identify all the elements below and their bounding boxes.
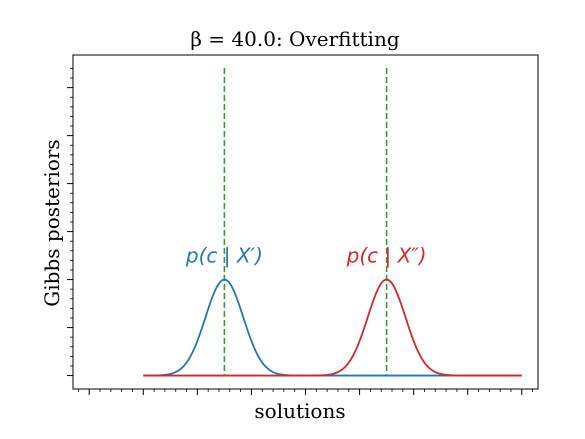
y-axis-label: Gibbs posteriors — [40, 139, 64, 306]
series-line-1 — [143, 278, 522, 377]
reference-lines — [223, 68, 388, 375]
chart-title: β = 40.0: Overfitting — [190, 27, 399, 51]
plot-frame — [72, 54, 539, 390]
x-axis-label: solutions — [254, 399, 345, 423]
annotation-label-1: p(c | X′) — [185, 243, 263, 267]
axis-ticks — [67, 68, 533, 395]
annotations: p(c | X′) p(c | X″) — [185, 243, 427, 267]
series-lines — [143, 278, 522, 377]
series-line-2 — [143, 278, 522, 377]
annotation-label-2: p(c | X″) — [346, 243, 427, 267]
